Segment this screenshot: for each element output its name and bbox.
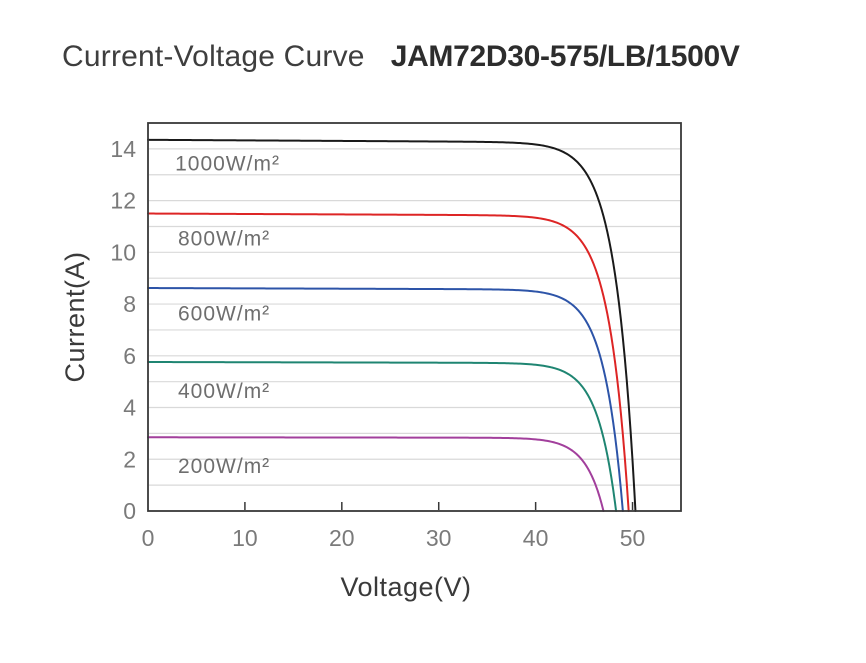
y-tick-label: 10: [110, 239, 136, 265]
y-tick-label: 14: [110, 136, 136, 162]
y-tick-label: 8: [123, 291, 136, 317]
plot-border: [147, 122, 682, 512]
y-tick-label: 4: [123, 395, 136, 421]
curve-layer: [147, 138, 637, 512]
series-label-800wm: 800W/m²: [178, 228, 270, 251]
iv-curve-800wm: [147, 212, 630, 512]
x-tick-label: 20: [329, 525, 355, 551]
axis-layer: [147, 122, 682, 512]
series-label-1000wm: 1000W/m²: [175, 153, 280, 176]
series-label-layer: 1000W/m² 800W/m² 600W/m² 400W/m² 200W/m²: [175, 153, 280, 479]
iv-curve-600wm: [147, 287, 624, 512]
series-label-600wm: 600W/m²: [178, 303, 270, 326]
series-label-200wm: 200W/m²: [178, 455, 270, 478]
y-tick-label: 0: [123, 498, 136, 524]
x-tick-label: 50: [620, 525, 646, 551]
chart-title: Current-Voltage Curve JAM72D30-575/LB/150…: [62, 38, 740, 76]
y-axis-title: Current(A): [60, 251, 90, 382]
iv-curve-400wm: [147, 361, 618, 512]
x-tick-label: 40: [523, 525, 549, 551]
tick-label-layer: 0 10 20 30 40 50 0 2 4 6 8 10 12 14: [110, 136, 645, 551]
series-label-400wm: 400W/m²: [178, 380, 270, 403]
chart-title-text: Current-Voltage Curve: [62, 40, 365, 73]
y-tick-label: 6: [123, 343, 136, 369]
y-tick-label: 12: [110, 188, 136, 214]
iv-curve-200wm: [147, 436, 605, 512]
x-tick-label: 30: [426, 525, 452, 551]
module-model-text: JAM72D30-575/LB/1500V: [390, 40, 740, 73]
x-tick-label: 10: [232, 525, 258, 551]
x-axis-title: Voltage(V): [340, 572, 471, 602]
x-tick-label: 0: [142, 525, 155, 551]
iv-curve-1000wm: [147, 138, 637, 512]
y-tick-label: 2: [123, 446, 136, 472]
